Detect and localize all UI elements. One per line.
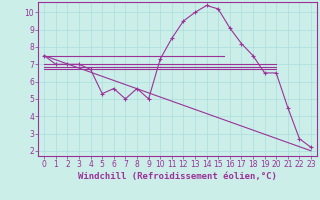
X-axis label: Windchill (Refroidissement éolien,°C): Windchill (Refroidissement éolien,°C) <box>78 172 277 181</box>
